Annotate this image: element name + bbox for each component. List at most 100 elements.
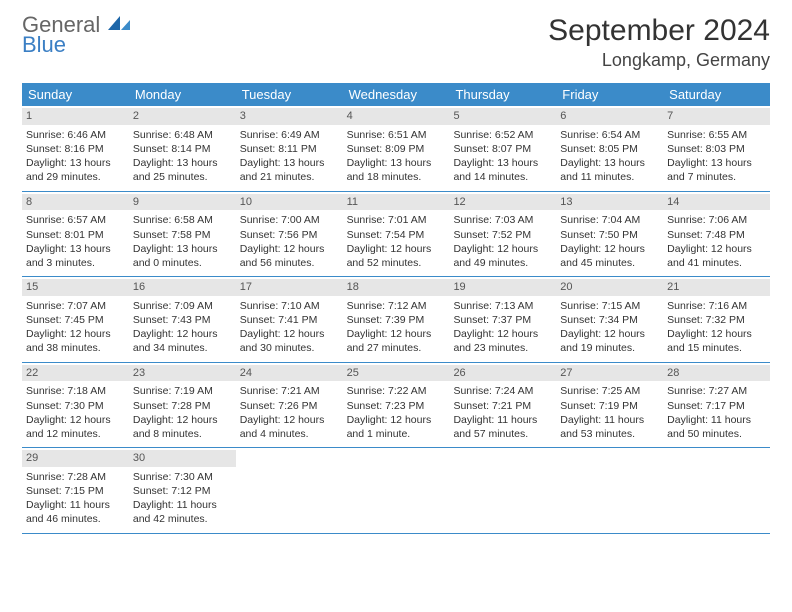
day-cell: 19Sunrise: 7:13 AMSunset: 7:37 PMDayligh… [449, 277, 556, 362]
daylight-line: Daylight: 13 hours and 3 minutes. [26, 242, 125, 270]
sunset-line: Sunset: 7:37 PM [453, 313, 552, 327]
dow-sunday: Sunday [22, 83, 129, 106]
sunset-line: Sunset: 7:56 PM [240, 228, 339, 242]
day-cell: 22Sunrise: 7:18 AMSunset: 7:30 PMDayligh… [22, 363, 129, 448]
sunset-line: Sunset: 7:21 PM [453, 399, 552, 413]
sunrise-line: Sunrise: 7:15 AM [560, 299, 659, 313]
day-number: 2 [129, 108, 236, 125]
sunset-line: Sunset: 8:11 PM [240, 142, 339, 156]
day-cell: 3Sunrise: 6:49 AMSunset: 8:11 PMDaylight… [236, 106, 343, 191]
sunset-line: Sunset: 7:45 PM [26, 313, 125, 327]
sunrise-line: Sunrise: 7:19 AM [133, 384, 232, 398]
day-number: 1 [22, 108, 129, 125]
day-cell [236, 448, 343, 533]
sunrise-line: Sunrise: 7:22 AM [347, 384, 446, 398]
dow-wednesday: Wednesday [343, 83, 450, 106]
day-cell: 18Sunrise: 7:12 AMSunset: 7:39 PMDayligh… [343, 277, 450, 362]
week-row: 22Sunrise: 7:18 AMSunset: 7:30 PMDayligh… [22, 363, 770, 449]
sunrise-line: Sunrise: 7:06 AM [667, 213, 766, 227]
daylight-line: Daylight: 11 hours and 57 minutes. [453, 413, 552, 441]
logo-sail-icon [108, 12, 130, 37]
sunrise-line: Sunrise: 7:28 AM [26, 470, 125, 484]
sunrise-line: Sunrise: 7:00 AM [240, 213, 339, 227]
sunrise-line: Sunrise: 7:30 AM [133, 470, 232, 484]
day-cell: 2Sunrise: 6:48 AMSunset: 8:14 PMDaylight… [129, 106, 236, 191]
day-number: 10 [236, 194, 343, 211]
daylight-line: Daylight: 12 hours and 38 minutes. [26, 327, 125, 355]
day-number: 29 [22, 450, 129, 467]
day-cell [556, 448, 663, 533]
day-cell: 14 Sunrise: 7:06 AMSunset: 7:48 PMDayligh… [663, 192, 770, 277]
daylight-line: Daylight: 12 hours and 30 minutes. [240, 327, 339, 355]
sunset-line: Sunset: 7:43 PM [133, 313, 232, 327]
daylight-line: Daylight: 13 hours and 11 minutes. [560, 156, 659, 184]
daylight-line: Daylight: 13 hours and 25 minutes. [133, 156, 232, 184]
day-number: 8 [22, 194, 129, 211]
day-number: 28 [663, 365, 770, 382]
daylight-line: Daylight: 12 hours and 52 minutes. [347, 242, 446, 270]
day-cell: 11 Sunrise: 7:01 AMSunset: 7:54 PMDayligh… [343, 192, 450, 277]
sunrise-line: Sunrise: 6:54 AM [560, 128, 659, 142]
sunset-line: Sunset: 7:28 PM [133, 399, 232, 413]
daylight-line: Daylight: 12 hours and 56 minutes. [240, 242, 339, 270]
daylight-line: Daylight: 12 hours and 23 minutes. [453, 327, 552, 355]
day-cell: 25Sunrise: 7:22 AMSunset: 7:23 PMDayligh… [343, 363, 450, 448]
sunrise-line: Sunrise: 7:12 AM [347, 299, 446, 313]
day-number: 4 [343, 108, 450, 125]
header: General Blue September 2024 Longkamp, Ge… [22, 14, 770, 71]
sunrise-line: Sunrise: 7:01 AM [347, 213, 446, 227]
day-number: 16 [129, 279, 236, 296]
daylight-line: Daylight: 12 hours and 27 minutes. [347, 327, 446, 355]
day-number: 11 [343, 194, 450, 211]
sunrise-line: Sunrise: 7:24 AM [453, 384, 552, 398]
sunset-line: Sunset: 7:32 PM [667, 313, 766, 327]
dow-row: SundayMondayTuesdayWednesdayThursdayFrid… [22, 83, 770, 106]
sunset-line: Sunset: 7:52 PM [453, 228, 552, 242]
sunset-line: Sunset: 7:54 PM [347, 228, 446, 242]
daylight-line: Daylight: 13 hours and 7 minutes. [667, 156, 766, 184]
day-number: 14 [663, 194, 770, 211]
sunset-line: Sunset: 8:01 PM [26, 228, 125, 242]
sunrise-line: Sunrise: 7:13 AM [453, 299, 552, 313]
week-row: 29Sunrise: 7:28 AMSunset: 7:15 PMDayligh… [22, 448, 770, 534]
daylight-line: Daylight: 12 hours and 45 minutes. [560, 242, 659, 270]
sunset-line: Sunset: 8:07 PM [453, 142, 552, 156]
day-number: 26 [449, 365, 556, 382]
sunset-line: Sunset: 7:48 PM [667, 228, 766, 242]
daylight-line: Daylight: 12 hours and 19 minutes. [560, 327, 659, 355]
day-number: 23 [129, 365, 236, 382]
day-cell: 5Sunrise: 6:52 AMSunset: 8:07 PMDaylight… [449, 106, 556, 191]
sunrise-line: Sunrise: 7:21 AM [240, 384, 339, 398]
daylight-line: Daylight: 12 hours and 49 minutes. [453, 242, 552, 270]
day-number: 3 [236, 108, 343, 125]
day-cell: 9Sunrise: 6:58 AMSunset: 7:58 PMDaylight… [129, 192, 236, 277]
daylight-line: Daylight: 12 hours and 41 minutes. [667, 242, 766, 270]
daylight-line: Daylight: 13 hours and 18 minutes. [347, 156, 446, 184]
daylight-line: Daylight: 13 hours and 29 minutes. [26, 156, 125, 184]
day-cell [449, 448, 556, 533]
week-row: 8Sunrise: 6:57 AMSunset: 8:01 PMDaylight… [22, 192, 770, 278]
logo: General Blue [22, 14, 130, 56]
daylight-line: Daylight: 11 hours and 46 minutes. [26, 498, 125, 526]
day-cell: 10 Sunrise: 7:00 AMSunset: 7:56 PMDayligh… [236, 192, 343, 277]
sunset-line: Sunset: 8:09 PM [347, 142, 446, 156]
logo-blue: Blue [22, 34, 130, 56]
day-cell: 13Sunrise: 7:04 AMSunset: 7:50 PMDayligh… [556, 192, 663, 277]
sunrise-line: Sunrise: 6:51 AM [347, 128, 446, 142]
location: Longkamp, Germany [548, 50, 770, 71]
day-number: 27 [556, 365, 663, 382]
day-cell: 28Sunrise: 7:27 AMSunset: 7:17 PMDayligh… [663, 363, 770, 448]
title-block: September 2024 Longkamp, Germany [548, 14, 770, 71]
sunset-line: Sunset: 7:58 PM [133, 228, 232, 242]
daylight-line: Daylight: 12 hours and 15 minutes. [667, 327, 766, 355]
day-cell: 4 Sunrise: 6:51 AMSunset: 8:09 PMDaylight… [343, 106, 450, 191]
day-number: 22 [22, 365, 129, 382]
daylight-line: Daylight: 13 hours and 21 minutes. [240, 156, 339, 184]
sunset-line: Sunset: 7:23 PM [347, 399, 446, 413]
month-title: September 2024 [548, 14, 770, 48]
sunset-line: Sunset: 8:05 PM [560, 142, 659, 156]
day-number: 13 [556, 194, 663, 211]
day-number: 17 [236, 279, 343, 296]
day-cell [663, 448, 770, 533]
sunrise-line: Sunrise: 6:52 AM [453, 128, 552, 142]
